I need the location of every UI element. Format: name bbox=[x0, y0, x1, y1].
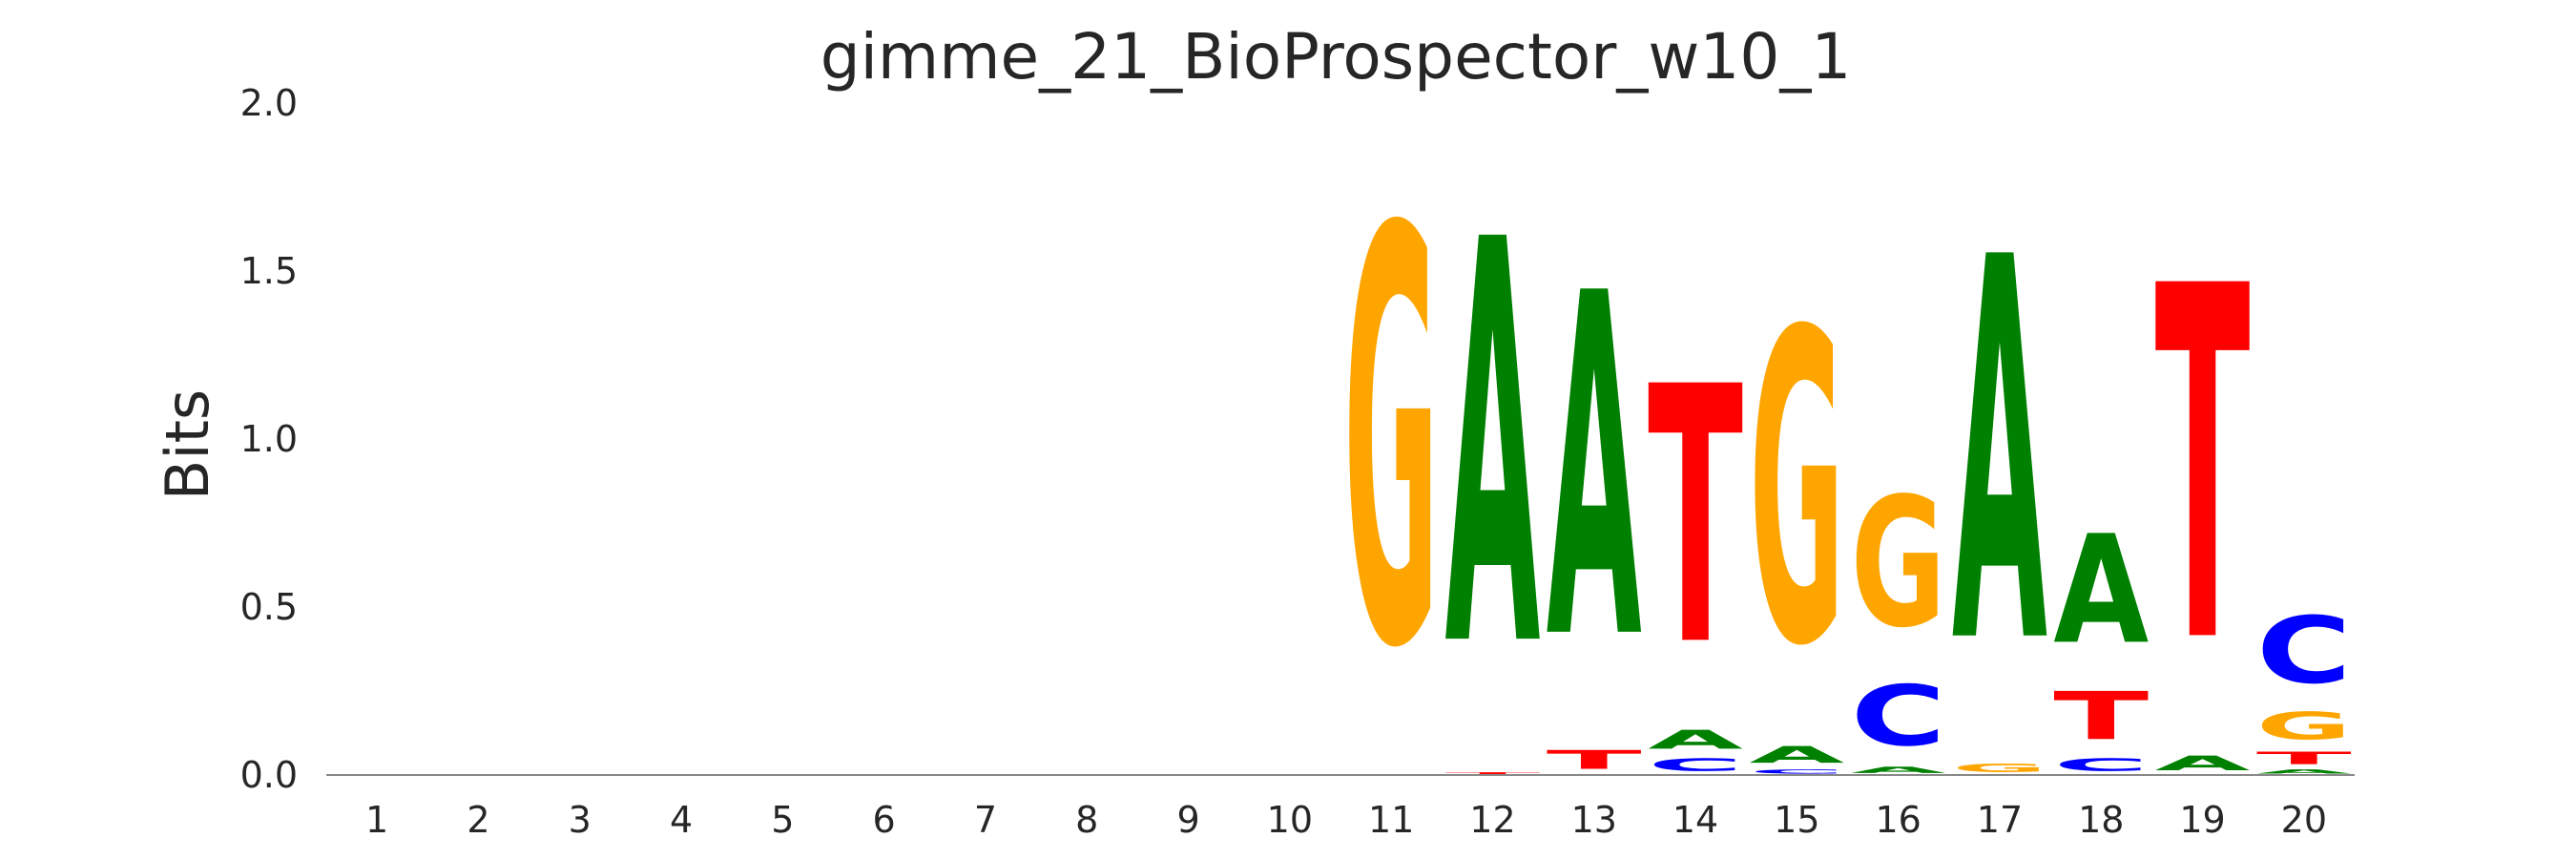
x-tick-label: 15 bbox=[1774, 799, 1819, 841]
logo-letter-g: G bbox=[2256, 705, 2352, 748]
y-tick-label: 2.0 bbox=[240, 82, 298, 124]
logo-letter-a: A bbox=[2053, 503, 2149, 677]
logo-letter-c: C bbox=[2256, 597, 2352, 704]
logo-letter-g: G bbox=[1851, 461, 1946, 668]
logo-letter-t: T bbox=[2256, 748, 2352, 768]
x-tick-label: 4 bbox=[670, 799, 693, 841]
x-tick-label: 18 bbox=[2078, 799, 2124, 841]
logo-letter-c: C bbox=[2053, 755, 2149, 775]
x-tick-label: 13 bbox=[1571, 799, 1617, 841]
y-tick-label: 1.5 bbox=[240, 250, 298, 292]
x-tick-label: 19 bbox=[2179, 799, 2225, 841]
logo-letter-c: C bbox=[1851, 668, 1946, 765]
logo-letter-t: T bbox=[1547, 744, 1642, 775]
y-tick-label: 1.0 bbox=[240, 418, 298, 460]
logo-letter-c: C bbox=[1648, 755, 1743, 775]
x-tick-label: 12 bbox=[1469, 799, 1515, 841]
y-axis-ticks: 0.0 0.5 1.0 1.5 2.0 bbox=[240, 82, 298, 796]
logo-letter-g: G bbox=[1952, 762, 2047, 775]
x-tick-label: 5 bbox=[771, 799, 794, 841]
logo-letter-a: A bbox=[1851, 765, 1946, 775]
logo-letter-a: A bbox=[2155, 751, 2251, 775]
y-tick-label: 0.5 bbox=[240, 586, 298, 628]
logo-letter-c: C bbox=[1749, 768, 1844, 775]
x-tick-label: 20 bbox=[2281, 799, 2327, 841]
logo-letter-t: T bbox=[1444, 772, 1540, 775]
logo-letter-g: G bbox=[1343, 113, 1439, 774]
y-axis-label: Bits bbox=[153, 389, 222, 500]
x-axis-ticks: 1 2 3 4 5 6 7 8 9 10 11 12 13 14 15 16 17 18 19 20 bbox=[365, 799, 2327, 841]
x-tick-label: 2 bbox=[467, 799, 489, 841]
logo-letter-a: A bbox=[1444, 126, 1541, 770]
x-tick-label: 14 bbox=[1672, 799, 1718, 841]
x-tick-label: 6 bbox=[873, 799, 896, 841]
logo-letter-t: T bbox=[2155, 186, 2252, 750]
x-tick-label: 1 bbox=[365, 799, 388, 841]
x-tick-label: 9 bbox=[1176, 799, 1199, 841]
x-tick-label: 11 bbox=[1368, 799, 1414, 841]
x-tick-label: 10 bbox=[1267, 799, 1313, 841]
chart-title: gimme_21_BioProspector_w10_1 bbox=[821, 20, 1852, 94]
logo-letter-a: A bbox=[2256, 768, 2352, 775]
x-tick-label: 7 bbox=[974, 799, 997, 841]
logo-letter-g: G bbox=[1749, 242, 1844, 740]
logo-letter-t: T bbox=[2053, 679, 2149, 755]
x-tick-label: 17 bbox=[1977, 799, 2023, 841]
y-tick-label: 0.0 bbox=[240, 754, 298, 796]
x-tick-label: 16 bbox=[1875, 799, 1921, 841]
logo-letter-a: A bbox=[1749, 742, 1844, 768]
logo-letter-a: A bbox=[1648, 724, 1743, 755]
logo-letter-a: A bbox=[1952, 149, 2048, 760]
x-tick-label: 3 bbox=[569, 799, 592, 841]
x-tick-label: 8 bbox=[1075, 799, 1098, 841]
logo-letter-a: A bbox=[1547, 196, 1643, 744]
logo-letter-t: T bbox=[1648, 314, 1744, 724]
